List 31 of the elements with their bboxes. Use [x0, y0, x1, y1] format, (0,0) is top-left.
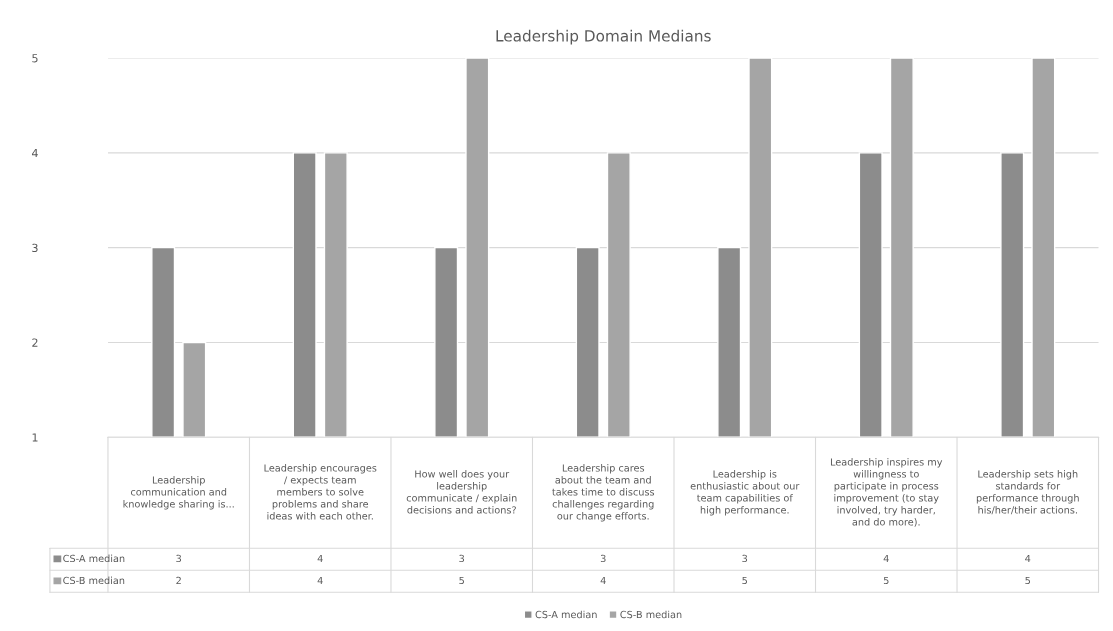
x-tick-label: Leadership communication and knowledge sharing is... [123, 476, 234, 510]
x-tick-label: Leadership encourages / expects team members to solve problems and share ideas with each other. [264, 464, 377, 520]
y-tick-label: 5 [32, 54, 38, 63]
chart-title: Leadership Domain Medians [496, 29, 711, 45]
legend-label: CS-A median [63, 554, 125, 563]
data-label: 4 [1025, 554, 1031, 562]
y-tick-label: 3 [32, 243, 38, 253]
data-label: 4 [883, 554, 889, 562]
text: CS-A median [535, 610, 597, 619]
x-tick-label: Leadership sets high standards for performance through his/her/their actions. [976, 470, 1079, 515]
data-label: 4 [317, 554, 323, 562]
x-tick-label: Leadership inspires my willingness to participate in process improvement (to stay involved, try harder, and do more). [830, 458, 943, 527]
data-label: 3 [459, 554, 465, 563]
y-tick-label: 4 [31, 148, 38, 158]
data-label: 3 [742, 554, 748, 563]
legend-label: CS-B median [63, 576, 125, 585]
data-label: 5 [1025, 576, 1031, 585]
data-label: 4 [317, 576, 323, 584]
x-tick-label: Leadership is enthusiastic about our team capabilities of high performance. [690, 470, 800, 516]
data-label: 5 [883, 576, 889, 585]
data-label: 3 [176, 554, 182, 563]
data-label: 5 [459, 576, 464, 585]
data-label: 4 [600, 576, 606, 584]
data-label: 5 [742, 576, 747, 585]
y-tick-label: 2 [32, 338, 38, 347]
data-label: 3 [600, 554, 606, 563]
data-label: 2 [176, 576, 181, 584]
text: CS-B median [620, 610, 682, 619]
y-tick-label: 1 [32, 433, 38, 442]
x-tick-label: Leadership cares about the team and takes time to discuss challenges regarding our change efforts. [552, 464, 655, 522]
x-tick-label: How well does your leadership communicate / explain decisions and actions? [406, 470, 517, 514]
